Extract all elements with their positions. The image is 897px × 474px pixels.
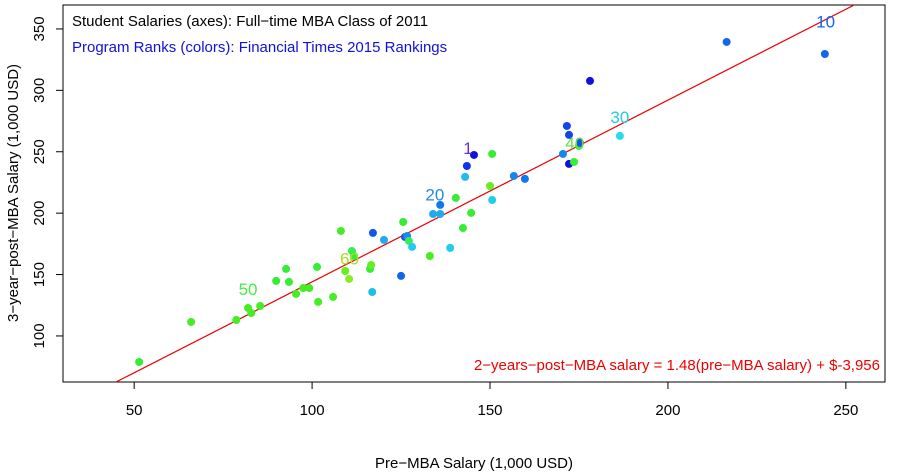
point-annotation: 20: [425, 185, 444, 204]
point: [379, 235, 388, 244]
point: [576, 138, 585, 147]
point: [368, 287, 377, 296]
point: [562, 121, 571, 130]
x-tick-label: 200: [655, 402, 680, 419]
point: [292, 289, 301, 298]
point: [436, 210, 445, 219]
point: [336, 226, 345, 235]
point: [282, 264, 291, 273]
point: [135, 357, 144, 366]
point: [341, 266, 350, 275]
point: [397, 271, 406, 280]
x-axis-title: Pre−MBA Salary (1,000 USD): [375, 455, 573, 472]
point-annotation: 40: [565, 134, 584, 153]
point-annotation: 50: [239, 280, 258, 299]
point: [436, 200, 445, 209]
point: [458, 224, 467, 233]
point: [470, 150, 478, 159]
point-annotation: 60: [340, 249, 359, 268]
point: [314, 297, 323, 306]
x-tick-label: 100: [300, 402, 325, 419]
point: [284, 277, 293, 286]
y-tick-label: 350: [31, 16, 48, 41]
plot-frame: [62, 4, 886, 383]
point: [722, 37, 731, 46]
point: [558, 149, 567, 158]
point: [509, 171, 518, 180]
point: [446, 243, 455, 252]
point: [520, 174, 529, 183]
point: [256, 301, 265, 310]
y-tick-label: 300: [31, 78, 48, 103]
y-axis-title: 3−year−post−MBA Salary (1,000 USD): [5, 64, 22, 322]
x-tick-label: 50: [126, 402, 143, 419]
point: [615, 131, 624, 140]
point-annotation: 1: [463, 139, 472, 158]
point: [368, 228, 377, 237]
point: [399, 217, 408, 226]
y-tick-label: 100: [31, 323, 48, 348]
point: [565, 130, 574, 139]
point: [451, 193, 460, 202]
point: [329, 292, 338, 301]
point: [586, 76, 595, 85]
point: [272, 276, 281, 285]
y-tick-label: 250: [31, 139, 48, 164]
point: [569, 157, 578, 166]
y-tick-label: 200: [31, 201, 48, 226]
point: [462, 161, 471, 170]
point: [305, 284, 314, 293]
point: [367, 260, 376, 269]
point: [467, 208, 476, 217]
point: [488, 149, 497, 158]
point: [299, 284, 308, 293]
point: [247, 308, 256, 317]
point: [461, 172, 470, 181]
point-annotation: 30: [610, 108, 629, 127]
fit-label: 2−years−post−MBA salary = 1.48(pre−MBA s…: [474, 357, 880, 374]
point: [488, 196, 497, 205]
point: [820, 49, 829, 58]
point-annotation: 10: [816, 12, 835, 31]
chart-title: Student Salaries (axes): Full−time MBA C…: [72, 13, 428, 30]
point: [408, 242, 417, 251]
point: [429, 210, 438, 219]
fit-line: [114, 5, 856, 382]
point: [187, 317, 196, 326]
point: [313, 262, 322, 271]
x-tick-label: 250: [833, 402, 858, 419]
point: [350, 252, 359, 261]
point: [345, 274, 354, 283]
y-tick-label: 150: [31, 262, 48, 287]
point: [425, 252, 434, 261]
x-tick-label: 150: [477, 402, 502, 419]
point: [404, 236, 413, 245]
point: [486, 182, 495, 191]
point: [232, 315, 241, 324]
chart-subtitle: Program Ranks (colors): Financial Times …: [72, 39, 447, 56]
